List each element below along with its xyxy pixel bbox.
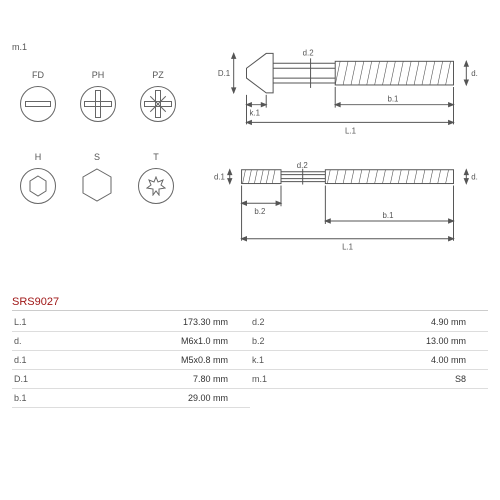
spec-value: 173.30 mm (59, 317, 248, 327)
drive-h: H (20, 152, 56, 204)
m1-label: m.1 (12, 42, 212, 52)
svg-text:k.1: k.1 (249, 109, 260, 118)
spec-value: M6x1.0 mm (59, 336, 248, 346)
spec-row: L.1173.30 mm (12, 313, 250, 332)
spec-value: 13.00 mm (297, 336, 486, 346)
spec-key: d. (14, 336, 59, 346)
svg-text:d.2: d.2 (297, 161, 308, 170)
spec-col-right: d.24.90 mmb.213.00 mmk.14.00 mmm.1S8 (250, 313, 488, 408)
spec-key: d.2 (252, 317, 297, 327)
spec-key: L.1 (14, 317, 59, 327)
svg-text:b.2: b.2 (254, 207, 265, 216)
svg-text:d.: d. (471, 69, 478, 78)
part-code: SRS9027 (12, 296, 488, 311)
technical-drawing: D.1 d.2 d. k.1 b.1 L.1 (212, 12, 488, 292)
phillips-drive-icon (80, 86, 116, 122)
drive-s-label: S (94, 152, 100, 162)
spec-key: b.1 (14, 393, 59, 403)
spec-row: b.129.00 mm (12, 389, 250, 408)
spec-key: D.1 (14, 374, 59, 384)
drive-ph: PH (80, 70, 116, 122)
spec-row: d.24.90 mm (250, 313, 488, 332)
spec-table: L.1173.30 mmd.M6x1.0 mmd.1M5x0.8 mmD.17.… (12, 313, 488, 408)
drive-row-2: H S T (20, 152, 212, 204)
spec-col-left: L.1173.30 mmd.M6x1.0 mmd.1M5x0.8 mmD.17.… (12, 313, 250, 408)
spec-row: b.213.00 mm (250, 332, 488, 351)
spec-value: S8 (297, 374, 486, 384)
spec-key: b.2 (252, 336, 297, 346)
drive-t-label: T (153, 152, 159, 162)
spec-value: 7.80 mm (59, 374, 248, 384)
drive-s: S (80, 152, 114, 204)
svg-text:d.: d. (471, 173, 478, 182)
torx-drive-icon (138, 168, 174, 204)
svg-text:L.1: L.1 (345, 126, 356, 135)
drive-ph-label: PH (92, 70, 105, 80)
svg-text:b.1: b.1 (387, 95, 398, 104)
drive-fd-label: FD (32, 70, 44, 80)
spec-row: m.1S8 (250, 370, 488, 389)
spec-value: 4.00 mm (297, 355, 486, 365)
drive-type-panel: m.1 FD PH PZ (12, 12, 212, 292)
spec-value: 4.90 mm (297, 317, 486, 327)
top-area: m.1 FD PH PZ (12, 12, 488, 292)
drive-h-label: H (35, 152, 42, 162)
svg-text:b.1: b.1 (383, 211, 394, 220)
spec-key: m.1 (252, 374, 297, 384)
spec-row: D.17.80 mm (12, 370, 250, 389)
hex-external-icon (80, 168, 114, 202)
svg-text:D.1: D.1 (218, 69, 230, 78)
spec-row: k.14.00 mm (250, 351, 488, 370)
spec-value: 29.00 mm (59, 393, 248, 403)
drive-fd: FD (20, 70, 56, 122)
spec-key: d.1 (14, 355, 59, 365)
drive-row-1: FD PH PZ (20, 70, 212, 122)
spec-key: k.1 (252, 355, 297, 365)
drive-pz-label: PZ (152, 70, 164, 80)
svg-text:L.1: L.1 (342, 243, 353, 252)
pozidriv-drive-icon (140, 86, 176, 122)
drive-t: T (138, 152, 174, 204)
spec-row: d.M6x1.0 mm (12, 332, 250, 351)
hex-socket-icon (20, 168, 56, 204)
svg-text:d.2: d.2 (303, 48, 314, 57)
svg-text:d.1: d.1 (214, 173, 225, 182)
spec-value: M5x0.8 mm (59, 355, 248, 365)
spec-row: d.1M5x0.8 mm (12, 351, 250, 370)
slot-drive-icon (20, 86, 56, 122)
drive-pz: PZ (140, 70, 176, 122)
